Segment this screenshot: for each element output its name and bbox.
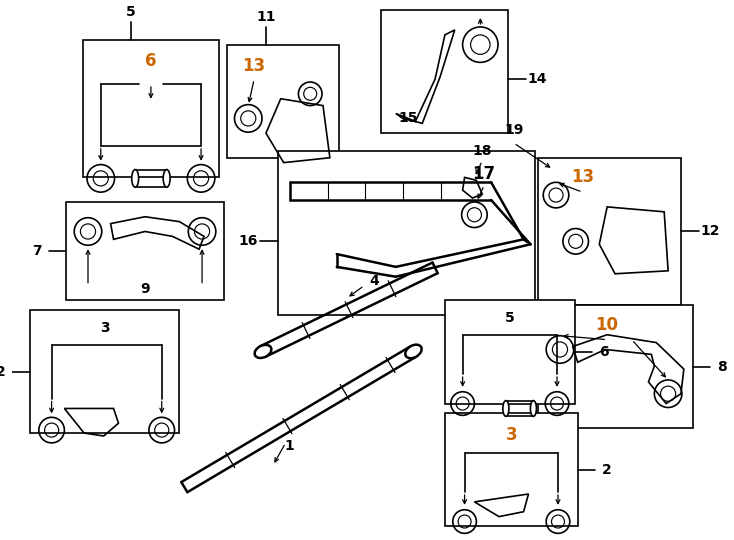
Text: 2: 2 [603, 463, 612, 477]
Text: 13: 13 [243, 57, 266, 75]
Text: 3: 3 [506, 426, 517, 444]
Text: 2: 2 [0, 364, 5, 379]
Bar [83, 40, 219, 178]
Text: 5: 5 [505, 311, 515, 325]
Bar [66, 202, 224, 300]
Text: 12: 12 [701, 225, 720, 239]
Bar [445, 300, 575, 403]
Ellipse shape [163, 170, 170, 187]
Text: 11: 11 [256, 10, 275, 24]
Text: 17: 17 [473, 165, 495, 184]
Text: 6: 6 [145, 52, 156, 70]
Ellipse shape [255, 345, 272, 358]
Ellipse shape [531, 401, 537, 416]
Bar [445, 414, 578, 526]
Ellipse shape [131, 170, 139, 187]
Text: 6: 6 [600, 345, 609, 359]
Text: 8: 8 [717, 360, 727, 374]
Ellipse shape [503, 401, 509, 416]
Ellipse shape [405, 345, 421, 358]
Text: 19: 19 [504, 123, 523, 137]
Text: 10: 10 [596, 316, 619, 334]
Text: 1: 1 [285, 439, 294, 453]
Text: 16: 16 [239, 234, 258, 248]
Bar [381, 10, 508, 133]
Text: 3: 3 [100, 321, 109, 335]
Text: 15: 15 [399, 111, 418, 125]
Bar [227, 45, 338, 158]
Text: 7: 7 [32, 244, 42, 258]
Bar [538, 158, 681, 305]
Text: 18: 18 [473, 144, 492, 158]
Text: 4: 4 [369, 274, 379, 288]
Bar [538, 305, 693, 428]
Text: 9: 9 [140, 281, 150, 295]
Bar [277, 151, 535, 315]
Text: 13: 13 [571, 168, 594, 186]
Text: 14: 14 [528, 72, 547, 86]
Bar [30, 310, 179, 433]
Text: 5: 5 [126, 5, 136, 19]
